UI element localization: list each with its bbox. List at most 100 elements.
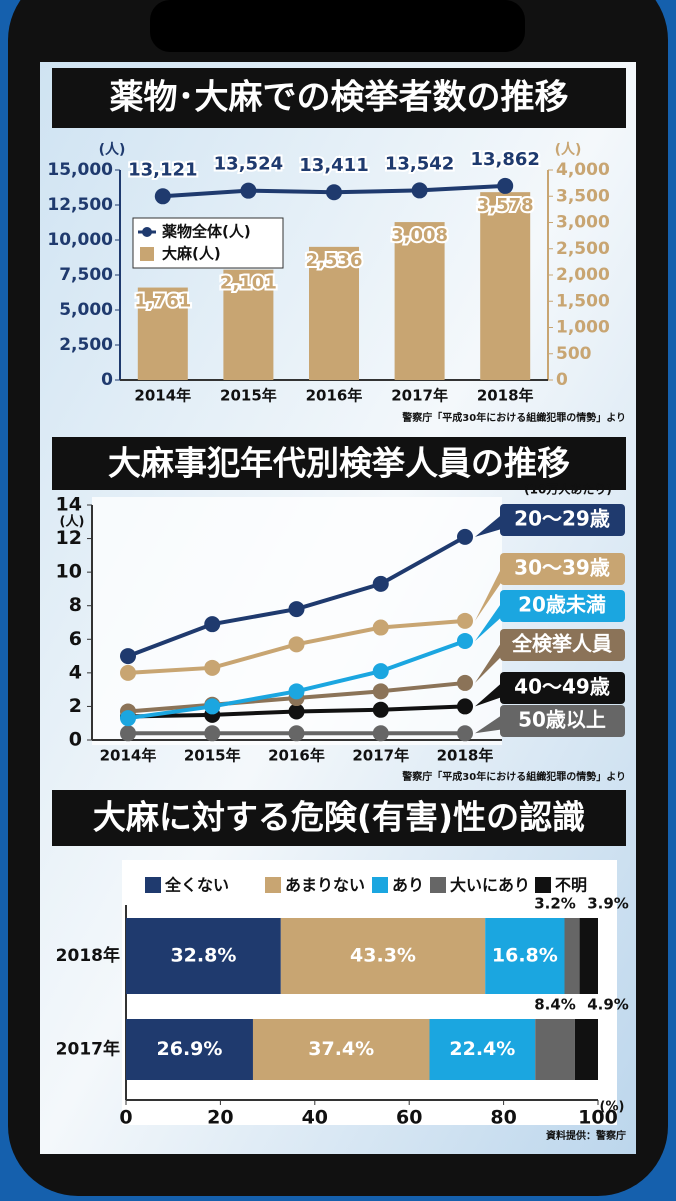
- marker: [326, 184, 342, 201]
- x-tick-label: 60: [396, 1107, 422, 1129]
- marker: [457, 528, 473, 545]
- series-label-box: [500, 504, 625, 536]
- x-tick-label: 2017年: [352, 747, 409, 765]
- legend-swatch: [265, 877, 281, 893]
- bar: [137, 287, 188, 380]
- legend-swatch: [372, 877, 388, 893]
- series-label: 40～49歳: [514, 675, 610, 699]
- marker: [372, 619, 389, 636]
- chart-title: 大麻事犯年代別検挙人員の推移: [108, 444, 570, 483]
- marker: [154, 188, 171, 205]
- title-band: [52, 437, 626, 490]
- series-label: 30～39歳: [514, 556, 610, 580]
- marker: [120, 664, 136, 681]
- value-label: 13,121: [128, 159, 197, 180]
- marker: [288, 683, 305, 700]
- value-label: 13,862: [470, 149, 539, 170]
- marker: [372, 683, 389, 700]
- marker: [288, 601, 305, 618]
- bar-segment: [126, 1019, 253, 1080]
- marker: [457, 612, 473, 629]
- axis-unit: (人): [555, 141, 582, 158]
- x-tick-label: 2014年: [134, 387, 191, 405]
- y-tick-label: 2017年: [56, 1039, 120, 1060]
- value-label: 2,536: [306, 250, 363, 271]
- value-label: 26.9%: [157, 1038, 223, 1060]
- y2-tick-label: 2,500: [556, 239, 610, 259]
- marker: [457, 725, 473, 742]
- bar-segment: [579, 918, 598, 994]
- value-label: 13,542: [385, 153, 454, 174]
- source: 警察庁「平成30年における組織犯罪の情勢」より: [401, 770, 626, 783]
- series-label-box: [500, 705, 625, 737]
- y-tick-label: 4: [69, 661, 82, 683]
- label-pointer: [475, 561, 505, 621]
- legend-label: あまりない: [285, 876, 365, 895]
- legend-swatch: [430, 877, 446, 893]
- marker: [372, 575, 389, 592]
- marker: [457, 632, 473, 649]
- series-label: 50歳以上: [518, 708, 606, 732]
- y2-tick-label: 1,000: [556, 318, 610, 338]
- x-tick-label: 2018年: [437, 747, 494, 765]
- legend-label: 全くない: [164, 876, 229, 895]
- legend-label: 大麻(人): [162, 245, 221, 263]
- value-label: 4.9%: [587, 996, 629, 1014]
- marker: [204, 698, 221, 715]
- series-label-box: [500, 629, 625, 661]
- x-tick-label: 2016年: [268, 747, 325, 765]
- y-tick-label: 2: [69, 695, 82, 717]
- x-tick-label: 2016年: [306, 387, 363, 405]
- legend-label: 大いにあり: [450, 876, 530, 895]
- x-tick-label: 20: [207, 1107, 233, 1129]
- value-label: 13,411: [299, 155, 368, 176]
- series-label: 20歳未満: [518, 593, 606, 617]
- title-band: [52, 790, 626, 846]
- value-label: 8.4%: [534, 996, 576, 1014]
- y-tick-label: 10: [56, 561, 82, 583]
- y-tick-label: 6: [69, 628, 82, 650]
- y-tick-label: 10,000: [47, 230, 113, 250]
- y-tick-label: 5,000: [59, 300, 113, 320]
- label-pointer: [475, 680, 505, 707]
- marker: [411, 182, 428, 199]
- value-label: 37.4%: [308, 1038, 374, 1060]
- y2-tick-label: 500: [556, 344, 592, 364]
- legend-swatch: [535, 877, 551, 893]
- label-pointer: [475, 637, 505, 683]
- y2-tick-label: 3,500: [556, 186, 610, 206]
- marker: [288, 636, 305, 653]
- marker: [372, 725, 389, 742]
- bar: [394, 222, 445, 380]
- source: 警察庁「平成30年における組織犯罪の情勢」より: [401, 411, 626, 424]
- x-tick-label: 2014年: [100, 747, 157, 765]
- y-tick-label: 2,500: [59, 335, 113, 355]
- bar-segment: [485, 918, 565, 994]
- bar-segment: [280, 918, 486, 994]
- x-tick-label: 2017年: [391, 387, 448, 405]
- value-label: 32.8%: [170, 945, 236, 967]
- y-tick-label: 12,500: [47, 195, 113, 215]
- chart-title: 大麻に対する危険(有害)性の認識: [93, 798, 585, 837]
- x-tick-label: 80: [490, 1107, 516, 1129]
- y-tick-label: 12: [56, 527, 82, 549]
- bar-segment: [429, 1019, 536, 1080]
- y-tick-label: 14: [56, 494, 82, 516]
- marker: [204, 725, 221, 742]
- marker: [497, 177, 514, 194]
- marker: [372, 701, 389, 718]
- value-label: 1,761: [134, 291, 191, 312]
- legend-swatch: [142, 227, 152, 237]
- value-label: 13,524: [214, 154, 283, 175]
- value-label: 2,101: [220, 273, 277, 294]
- series-label-box: [500, 590, 625, 622]
- marker: [288, 703, 305, 720]
- y-tick-label: 7,500: [59, 265, 113, 285]
- axis-unit: (人): [60, 514, 85, 530]
- x-tick-label: 40: [302, 1107, 328, 1129]
- marker: [120, 710, 136, 727]
- marker: [288, 725, 305, 742]
- source: 資料提供：警察庁: [546, 1129, 626, 1142]
